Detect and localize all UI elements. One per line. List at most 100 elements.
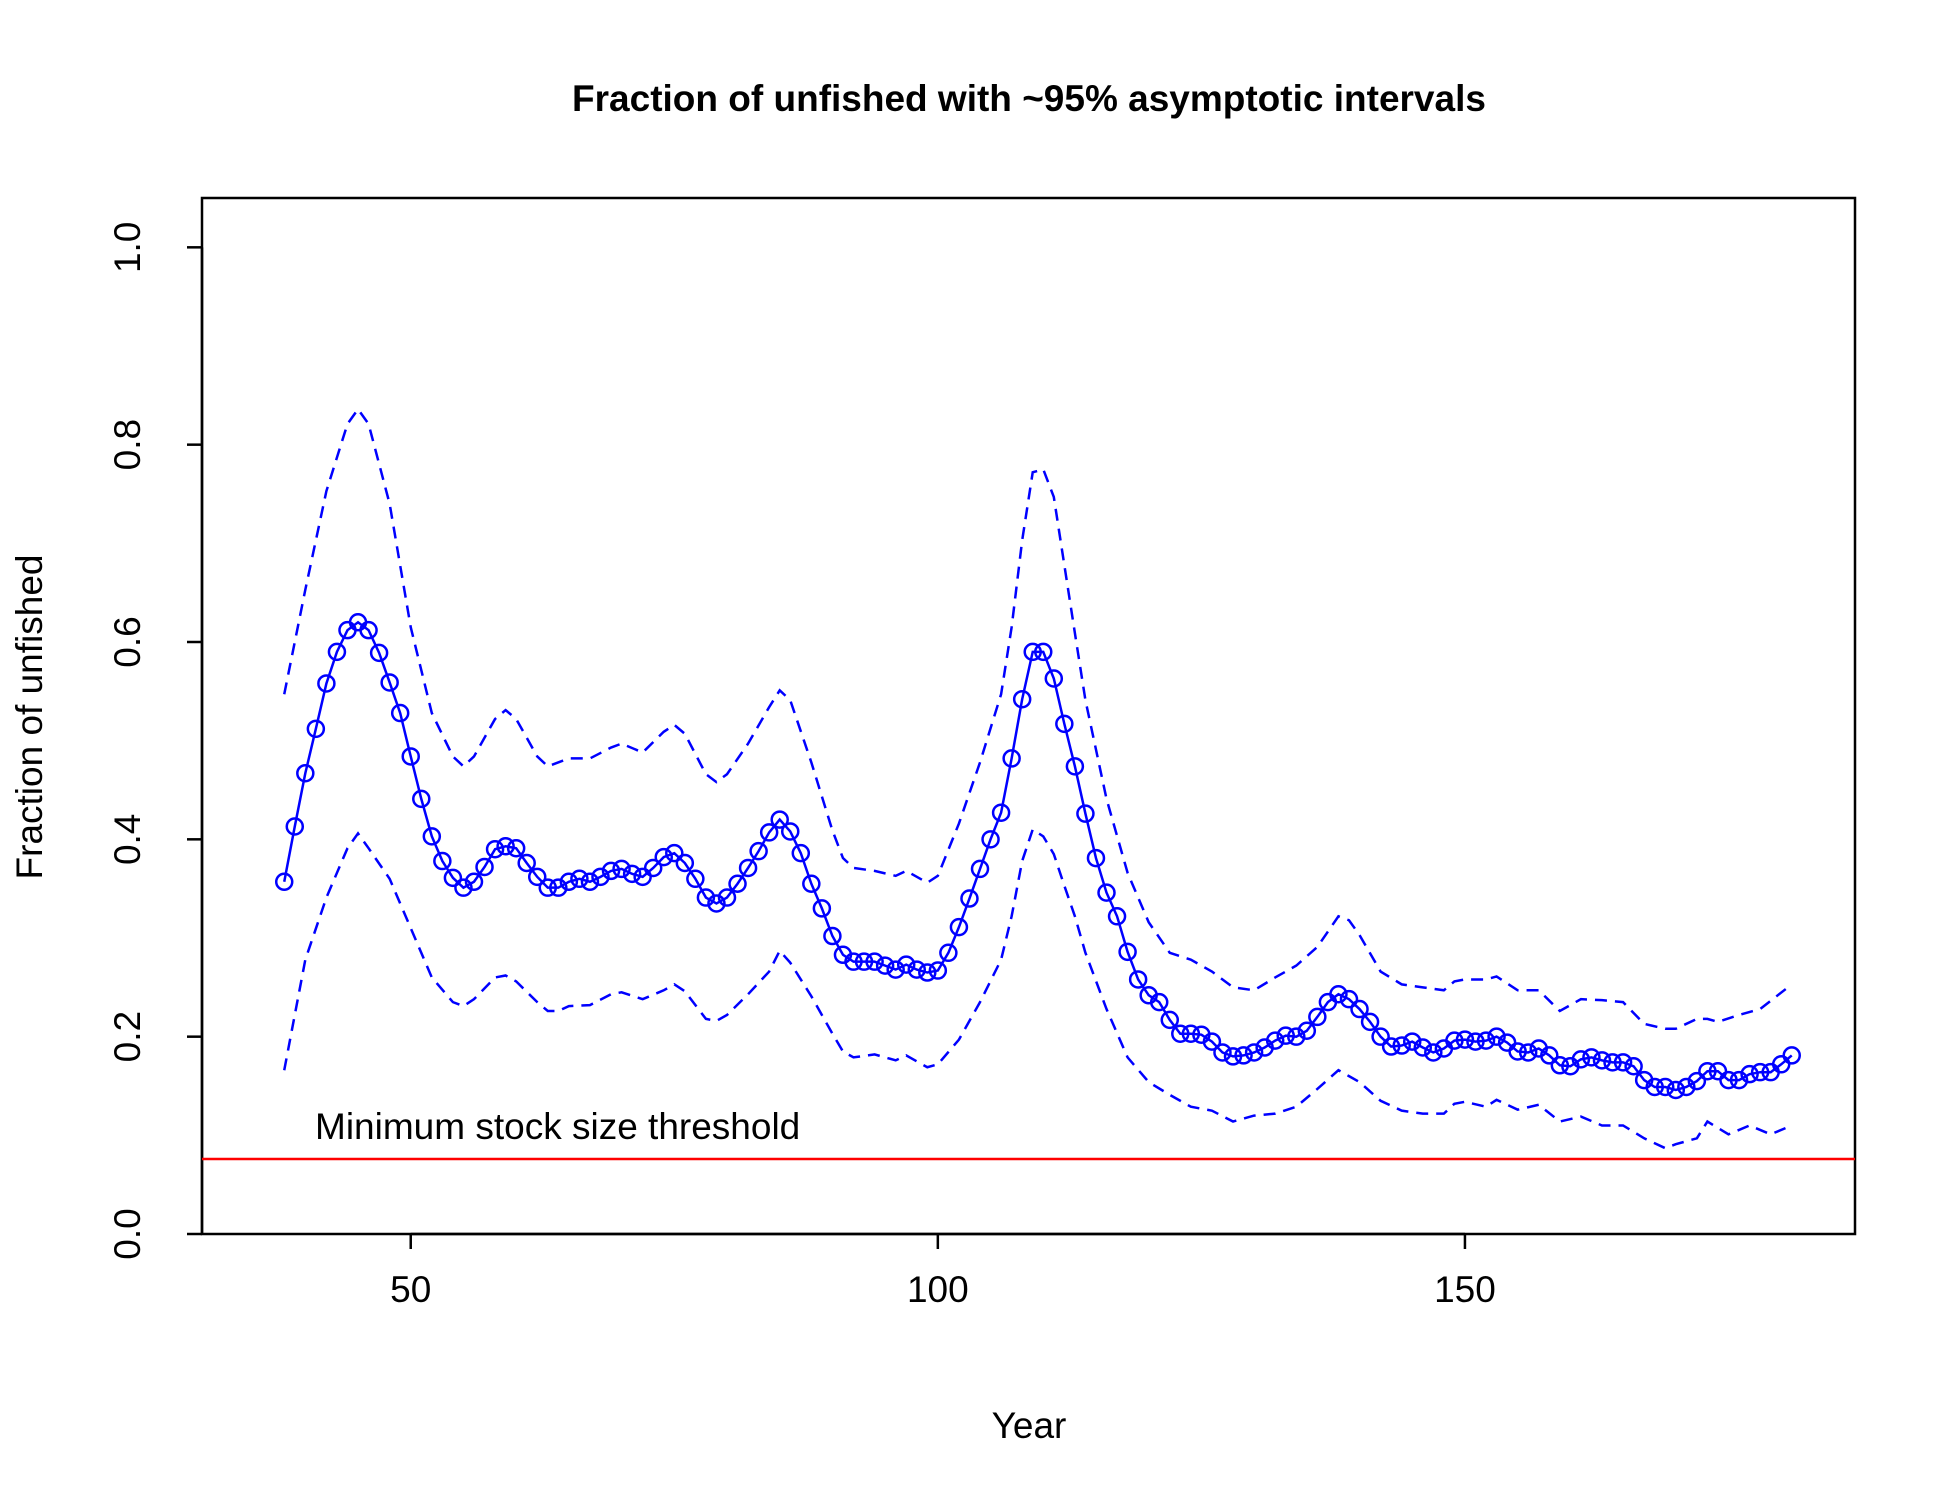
data-point bbox=[1329, 984, 1348, 1004]
data-point bbox=[517, 853, 536, 873]
data-point bbox=[1044, 669, 1064, 688]
data-point bbox=[738, 858, 758, 878]
data-point bbox=[844, 952, 863, 971]
data-point bbox=[970, 859, 990, 879]
data-point bbox=[1424, 1043, 1443, 1062]
data-point bbox=[1645, 1077, 1664, 1097]
data-point bbox=[1719, 1070, 1738, 1090]
data-point bbox=[675, 853, 695, 873]
data-point bbox=[1297, 1021, 1317, 1040]
data-point bbox=[1750, 1062, 1770, 1082]
x-tick-label: 50 bbox=[390, 1269, 431, 1310]
data-point bbox=[475, 857, 494, 877]
data-point bbox=[1034, 642, 1053, 662]
series-line bbox=[283, 406, 1793, 1031]
data-point bbox=[728, 874, 747, 893]
data-point bbox=[359, 620, 378, 640]
data-point bbox=[1518, 1043, 1538, 1062]
data-point bbox=[802, 874, 821, 893]
data-point bbox=[549, 878, 568, 897]
data-point bbox=[1276, 1026, 1295, 1045]
data-point bbox=[401, 747, 420, 766]
data-point bbox=[570, 869, 589, 889]
data-point bbox=[1097, 883, 1116, 902]
data-point bbox=[686, 869, 705, 889]
data-point bbox=[1371, 1027, 1390, 1046]
data-point bbox=[1202, 1032, 1222, 1051]
data-point bbox=[464, 872, 484, 892]
y-tick-label: 1.0 bbox=[107, 222, 148, 273]
data-point bbox=[1023, 642, 1042, 662]
data-point bbox=[1160, 1010, 1180, 1030]
data-point bbox=[601, 861, 621, 881]
data-point bbox=[1265, 1031, 1285, 1050]
data-point bbox=[960, 889, 979, 908]
data-point bbox=[1455, 1030, 1475, 1049]
data-point bbox=[485, 839, 505, 859]
threshold-label: Minimum stock size threshold bbox=[315, 1106, 800, 1147]
data-point bbox=[665, 843, 684, 863]
data-point bbox=[443, 868, 463, 888]
data-point bbox=[538, 878, 558, 897]
data-point bbox=[390, 703, 410, 723]
data-point bbox=[1466, 1032, 1485, 1051]
x-tick-label: 100 bbox=[907, 1269, 969, 1310]
data-point bbox=[886, 960, 905, 979]
data-point bbox=[791, 843, 811, 863]
data-point bbox=[1582, 1048, 1601, 1067]
y-tick-label: 0.4 bbox=[107, 814, 148, 865]
data-point bbox=[1666, 1080, 1686, 1100]
data-point bbox=[1677, 1077, 1696, 1097]
data-point bbox=[1540, 1046, 1559, 1065]
data-point bbox=[1624, 1057, 1643, 1076]
data-point bbox=[812, 899, 832, 918]
data-point bbox=[1128, 970, 1148, 989]
data-point bbox=[1171, 1024, 1190, 1043]
data-point bbox=[1402, 1032, 1422, 1051]
data-point bbox=[1107, 907, 1127, 926]
data-point bbox=[1339, 989, 1359, 1009]
data-point bbox=[1508, 1042, 1527, 1061]
data-point bbox=[949, 917, 969, 937]
data-point bbox=[580, 872, 600, 892]
data-point bbox=[654, 847, 673, 867]
series-line bbox=[283, 620, 1793, 1092]
data-point bbox=[1413, 1038, 1433, 1057]
data-point bbox=[506, 838, 526, 858]
data-point bbox=[896, 955, 916, 974]
data-point bbox=[749, 841, 768, 861]
data-point bbox=[306, 719, 326, 739]
data-point bbox=[1012, 689, 1032, 709]
data-point bbox=[296, 763, 315, 783]
data-point bbox=[622, 864, 642, 884]
data-point bbox=[939, 943, 958, 963]
y-axis-label: Fraction of unfished bbox=[9, 555, 50, 880]
data-point bbox=[1065, 757, 1085, 776]
data-point bbox=[1002, 749, 1021, 768]
data-point bbox=[1223, 1047, 1243, 1066]
data-point bbox=[317, 674, 336, 693]
data-point bbox=[991, 803, 1011, 822]
data-point bbox=[380, 673, 399, 692]
data-point bbox=[759, 823, 779, 842]
data-point bbox=[854, 952, 874, 971]
data-point bbox=[1592, 1051, 1612, 1070]
data-point bbox=[1392, 1036, 1411, 1055]
data-point bbox=[875, 956, 895, 975]
data-point bbox=[717, 888, 737, 907]
data-point bbox=[274, 872, 294, 892]
data-point bbox=[412, 789, 431, 809]
data-point bbox=[1234, 1046, 1253, 1065]
data-point bbox=[1213, 1043, 1232, 1062]
chart-title: Fraction of unfished with ~95% asymptoti… bbox=[572, 78, 1486, 119]
data-point bbox=[1740, 1064, 1759, 1084]
y-tick-label: 0.2 bbox=[107, 1011, 148, 1062]
data-point bbox=[1613, 1053, 1633, 1072]
data-point bbox=[1360, 1012, 1380, 1032]
data-point bbox=[1181, 1024, 1201, 1043]
data-point bbox=[285, 817, 305, 836]
data-point bbox=[433, 851, 452, 871]
data-point bbox=[1149, 992, 1169, 1012]
data-point bbox=[770, 810, 789, 829]
